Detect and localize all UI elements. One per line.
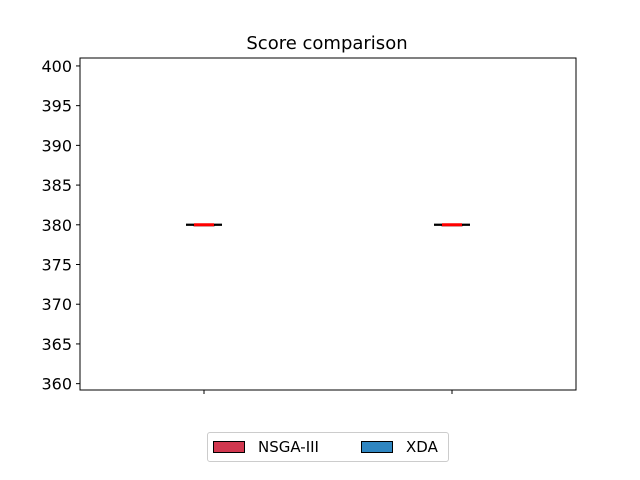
x-axis <box>203 390 453 394</box>
y-tick-label: 385 <box>41 176 72 195</box>
y-tick-label: 375 <box>41 256 72 275</box>
y-tick-label: 370 <box>41 295 72 314</box>
legend-item-nsga-iii: NSGA-III <box>213 439 319 455</box>
legend-swatch-xda <box>361 441 393 453</box>
y-tick-label: 390 <box>41 136 72 155</box>
legend-swatch-nsga-iii <box>213 441 245 453</box>
legend-label-nsga-iii: NSGA-III <box>258 438 319 456</box>
chart-title: Score comparison <box>246 33 407 54</box>
legend-label-xda: XDA <box>406 438 438 456</box>
y-tick-label: 380 <box>41 216 72 235</box>
legend-item-xda: XDA <box>361 439 438 455</box>
plot-area <box>79 57 577 391</box>
box-series <box>186 223 470 227</box>
legend: NSGA-III XDA <box>207 432 449 462</box>
y-tick-label: 395 <box>41 97 72 116</box>
y-tick-label: 365 <box>41 335 72 354</box>
y-tick-label: 400 <box>41 57 72 76</box>
y-axis: 360 365 370 375 380 385 390 395 400 <box>41 57 80 394</box>
y-tick-label: 360 <box>41 375 72 394</box>
